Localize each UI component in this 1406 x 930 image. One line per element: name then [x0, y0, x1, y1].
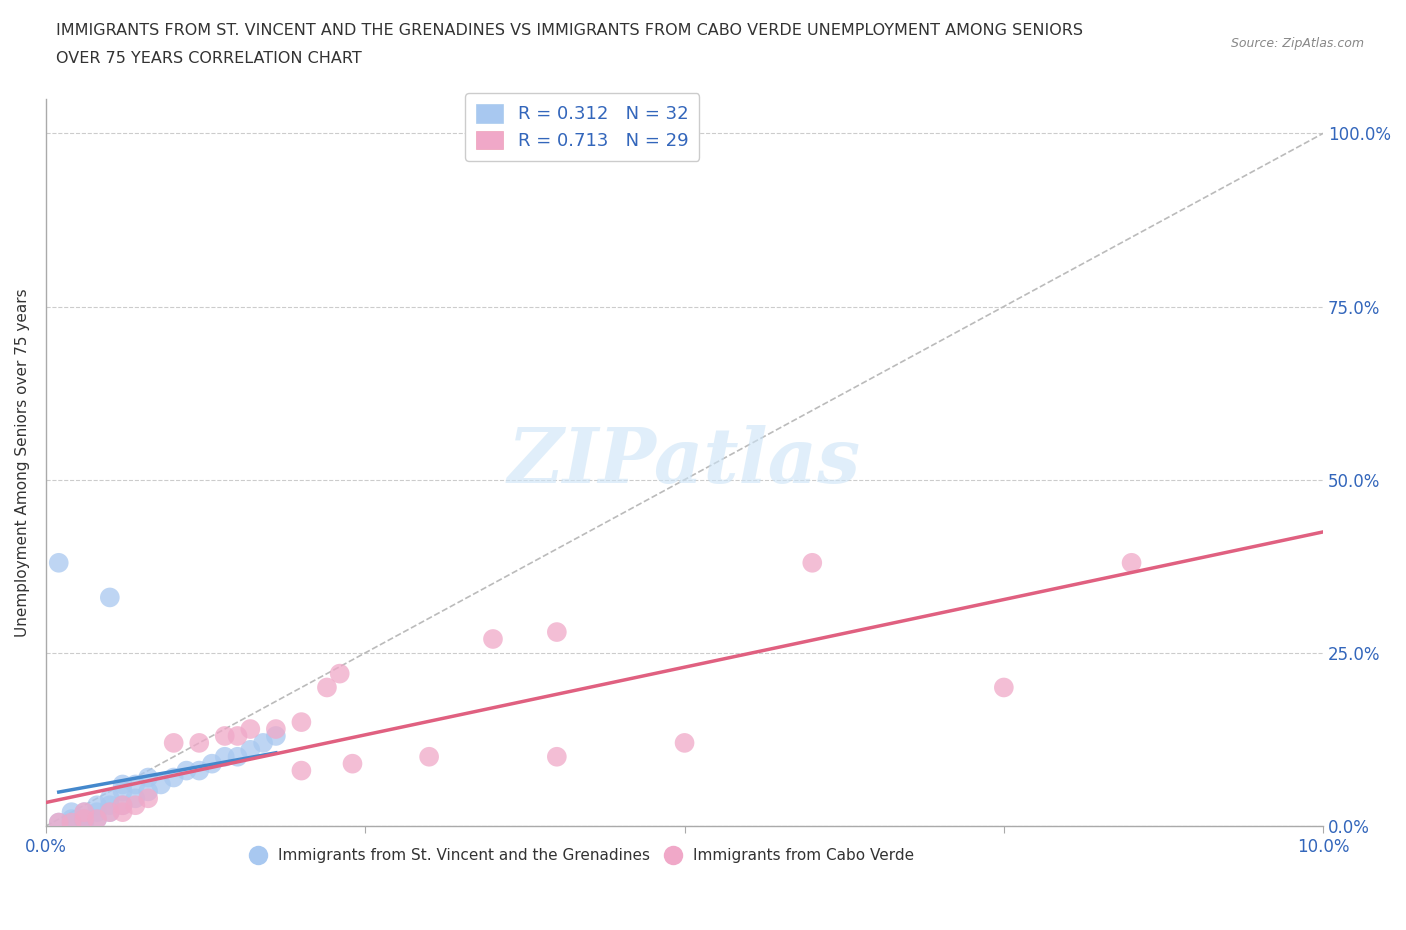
Point [86, 812, 108, 827]
Point [124, 798, 146, 813]
Text: IMMIGRANTS FROM ST. VINCENT AND THE GRENADINES VS IMMIGRANTS FROM CABO VERDE UNE: IMMIGRANTS FROM ST. VINCENT AND THE GREN… [56, 23, 1083, 38]
Point [86, 798, 108, 813]
Point [673, 736, 696, 751]
Text: OVER 75 YEARS CORRELATION CHART: OVER 75 YEARS CORRELATION CHART [56, 51, 361, 66]
Point [73, 804, 96, 819]
Point [163, 770, 186, 785]
Point [111, 804, 134, 819]
Point [188, 736, 211, 751]
Point [48, 815, 70, 830]
Point [239, 742, 262, 757]
Point [98, 590, 121, 604]
Point [188, 764, 211, 778]
Point [290, 714, 312, 729]
Point [86, 804, 108, 819]
Point [124, 777, 146, 791]
Point [546, 750, 568, 764]
Text: ZIPatlas: ZIPatlas [508, 425, 860, 499]
Point [86, 812, 108, 827]
Point [60, 815, 83, 830]
Point [136, 770, 159, 785]
Point [226, 728, 249, 743]
Point [214, 750, 236, 764]
Text: Source: ZipAtlas.com: Source: ZipAtlas.com [1230, 37, 1364, 50]
Point [98, 804, 121, 819]
Point [73, 804, 96, 819]
Point [60, 804, 83, 819]
Point [60, 812, 83, 827]
Point [60, 815, 83, 830]
Point [316, 680, 339, 695]
Point [111, 798, 134, 813]
Point [111, 798, 134, 813]
Point [201, 756, 224, 771]
Point [329, 666, 352, 681]
Point [252, 736, 274, 751]
Legend: Immigrants from St. Vincent and the Grenadines, Immigrants from Cabo Verde: Immigrants from St. Vincent and the Gren… [245, 842, 920, 870]
Point [801, 555, 824, 570]
Point [48, 555, 70, 570]
Point [239, 722, 262, 737]
Point [163, 736, 186, 751]
Point [98, 798, 121, 813]
Point [136, 790, 159, 805]
Point [290, 764, 312, 778]
Point [136, 784, 159, 799]
Point [111, 784, 134, 799]
Point [73, 815, 96, 830]
Point [73, 812, 96, 827]
Point [418, 750, 440, 764]
Point [264, 722, 287, 737]
Point [98, 804, 121, 819]
Point [226, 750, 249, 764]
Point [124, 790, 146, 805]
Point [264, 728, 287, 743]
Y-axis label: Unemployment Among Seniors over 75 years: Unemployment Among Seniors over 75 years [15, 288, 30, 637]
Point [1121, 555, 1143, 570]
Point [149, 777, 172, 791]
Point [98, 790, 121, 805]
Point [993, 680, 1015, 695]
Point [482, 631, 505, 646]
Point [214, 728, 236, 743]
Point [48, 815, 70, 830]
Point [111, 777, 134, 791]
Point [73, 812, 96, 827]
Point [546, 625, 568, 640]
Point [342, 756, 364, 771]
Point [176, 764, 198, 778]
